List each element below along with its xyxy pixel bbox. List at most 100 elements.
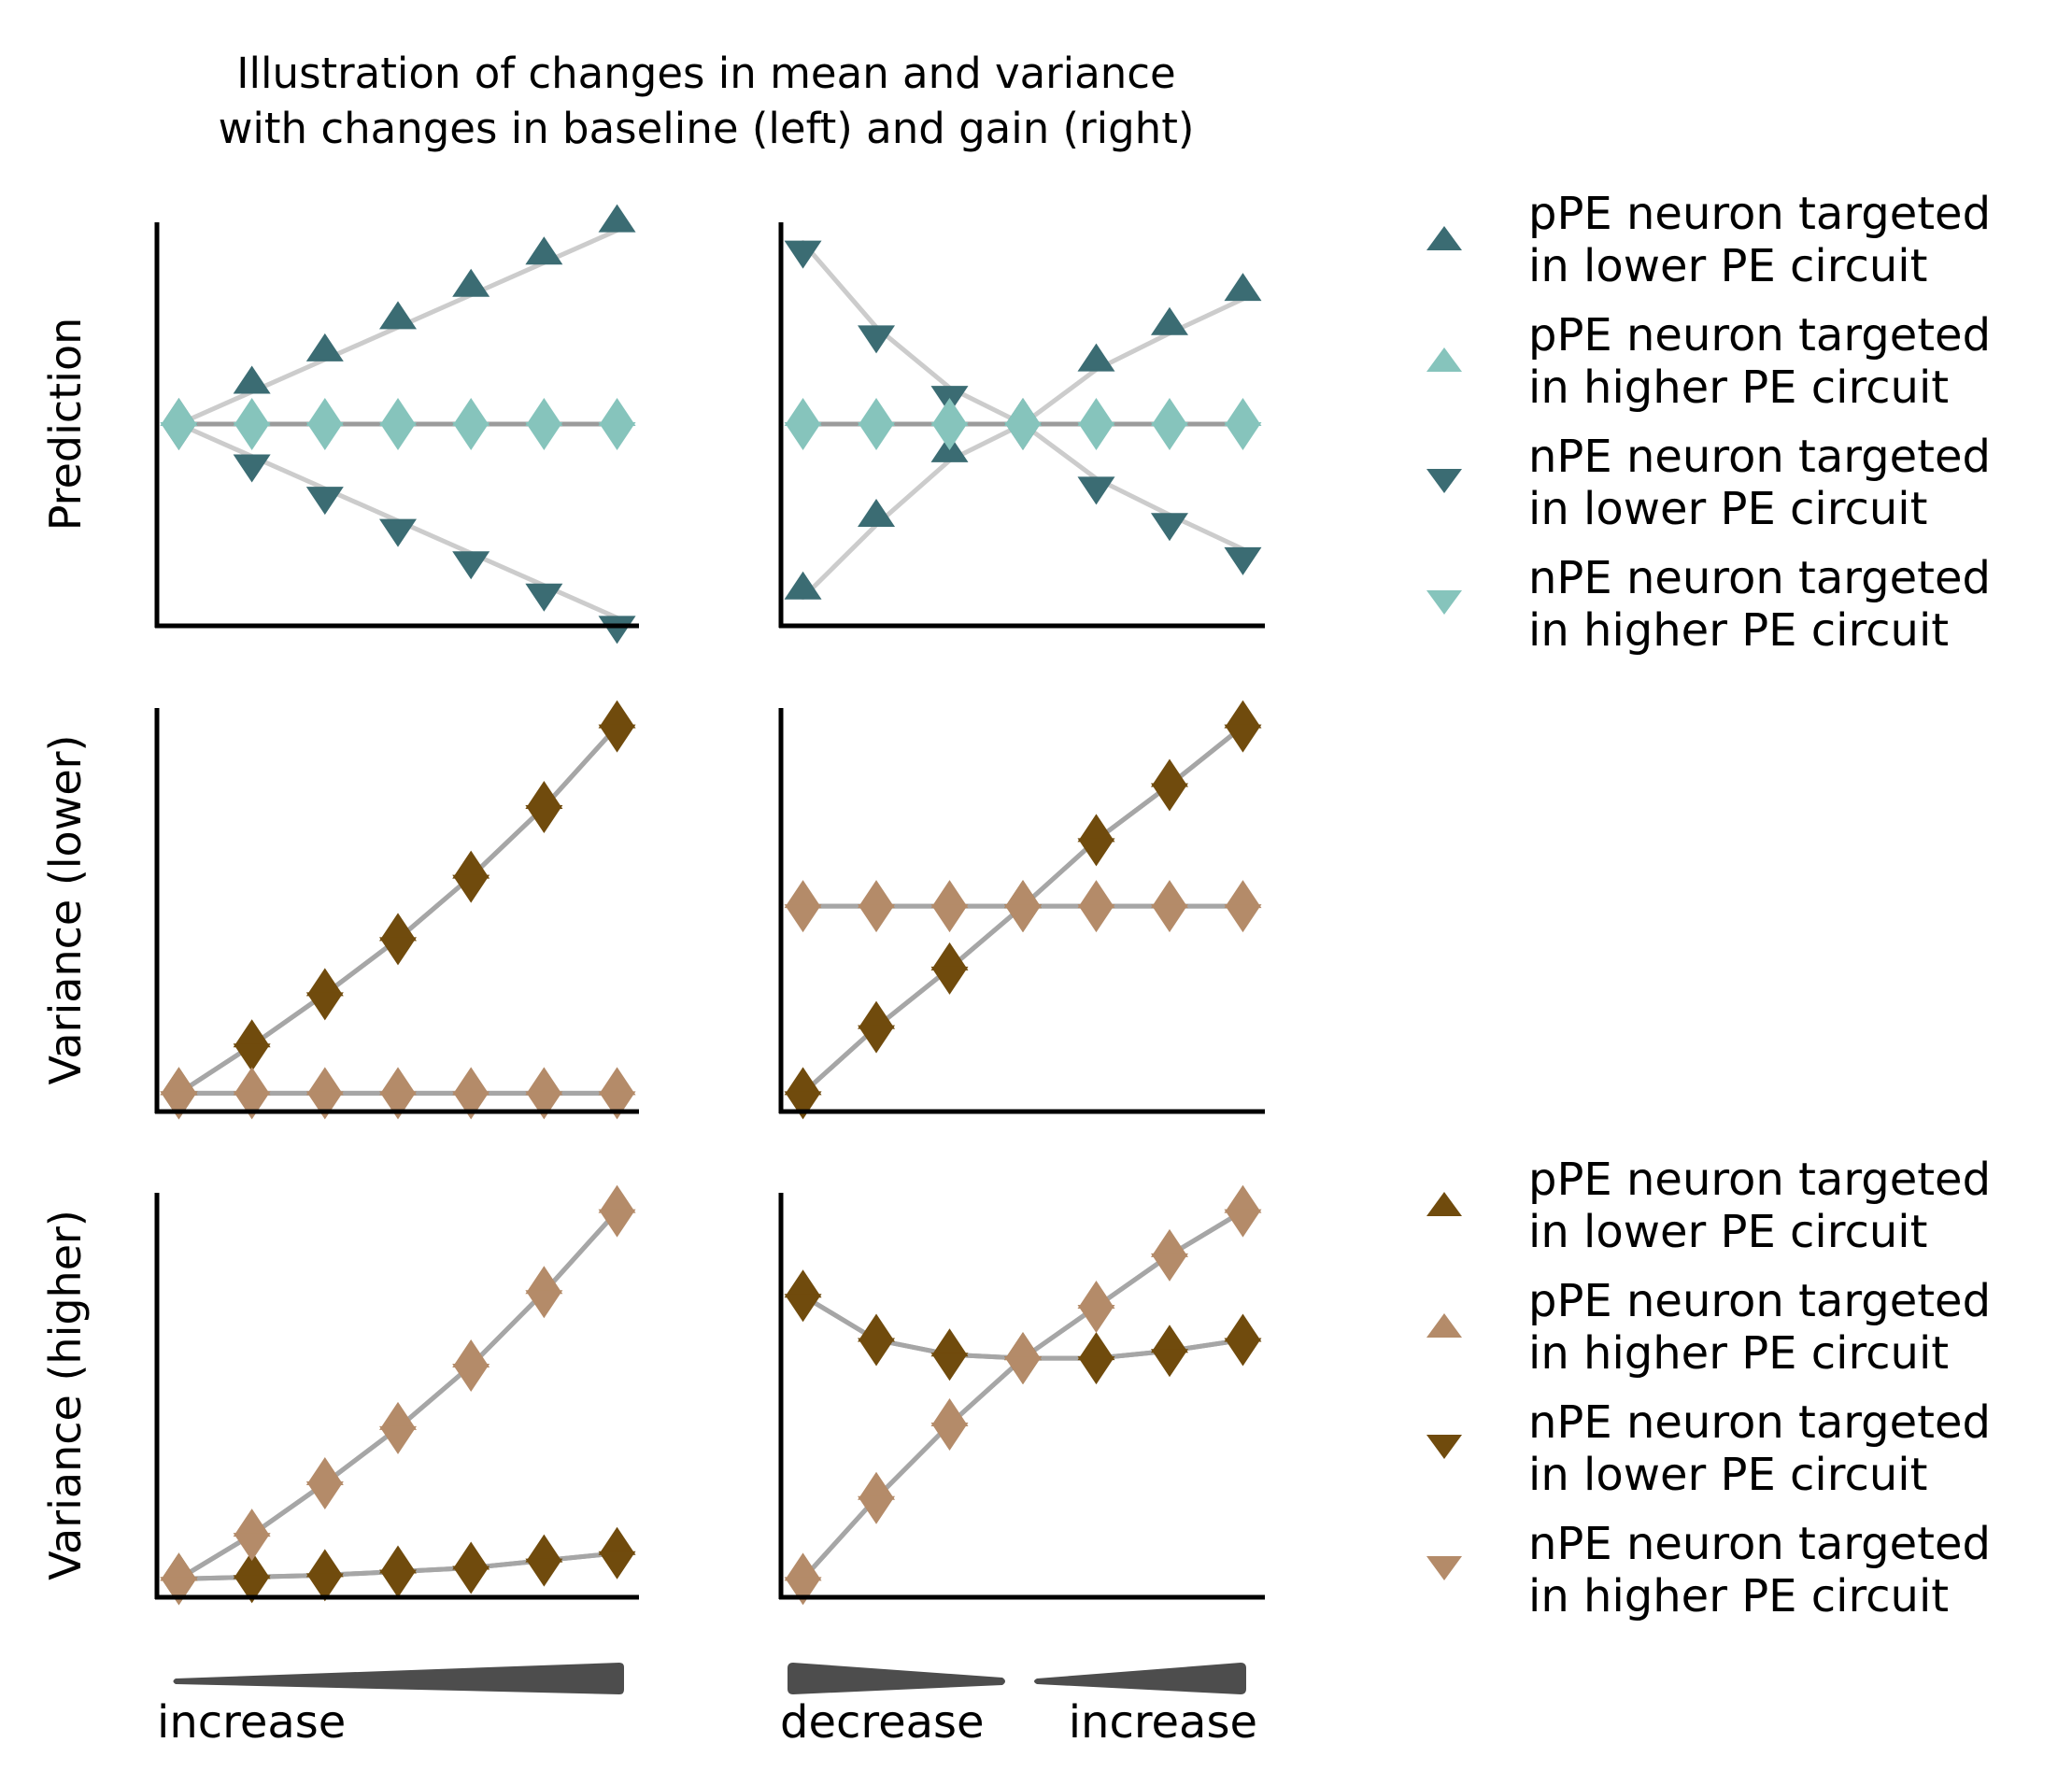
legend-marker [1426, 347, 1462, 372]
legend-marker [1426, 469, 1462, 493]
data-point-down [598, 616, 636, 645]
data-point-down [233, 1091, 271, 1120]
panel-row2-left: Variance (lower) [40, 700, 639, 1120]
legend-label-line2: in higher PE circuit [1528, 361, 1949, 414]
data-point-up [1004, 398, 1042, 426]
series-line [801, 240, 1245, 552]
data-point-up [305, 398, 344, 426]
data-point-down [930, 422, 969, 450]
data-point-down [305, 487, 344, 516]
data-point-down [305, 1573, 344, 1602]
data-point-up [452, 850, 490, 879]
legend-label-line2: in lower PE circuit [1528, 1449, 1927, 1501]
data-point-up [1150, 758, 1188, 787]
data-point-down [858, 1338, 896, 1367]
left-increase-wedge [173, 1663, 624, 1694]
data-point-up [379, 913, 417, 942]
data-point-up [784, 398, 822, 426]
data-point-down [598, 724, 636, 753]
data-point-down [452, 1565, 490, 1594]
data-point-down [525, 1558, 563, 1587]
data-point-down [930, 966, 969, 995]
data-point-down [930, 1353, 969, 1381]
data-point-down [525, 583, 563, 612]
data-point-down [858, 1025, 896, 1054]
legend-label-line1: pPE neuron targeted [1528, 1275, 1991, 1327]
data-point-up [1150, 880, 1188, 909]
data-point-up [305, 1067, 344, 1096]
panel-row3-right [778, 1184, 1265, 1606]
data-point-up [305, 333, 344, 361]
data-point-up [598, 700, 636, 729]
legend-label-line1: pPE neuron targeted [1528, 1154, 1991, 1206]
data-point-down [1077, 476, 1115, 505]
data-point-down [1224, 724, 1262, 753]
panels-group: Prediction Variance (lower) Variance (high… [40, 204, 1265, 1606]
right-decrease-wedge [788, 1663, 1005, 1694]
legend-label-line2: in higher PE circuit [1528, 1570, 1949, 1622]
data-point-up [930, 942, 969, 970]
legend-label-line1: nPE neuron targeted [1528, 1518, 1991, 1570]
legend-label-line1: pPE neuron targeted [1528, 188, 1991, 240]
legend-label-line1: nPE neuron targeted [1528, 1396, 1991, 1449]
data-point-down [233, 454, 271, 483]
data-point-up [858, 499, 896, 527]
right-increase-label: increase [1069, 1696, 1257, 1749]
data-point-down [1004, 1356, 1042, 1385]
data-point-down [305, 1480, 344, 1509]
data-point-down [1224, 546, 1262, 575]
panel-row1-right [778, 222, 1265, 629]
data-point-up [1077, 814, 1115, 843]
data-point-down [379, 1091, 417, 1120]
data-point-down [930, 904, 969, 933]
data-point-up [379, 1545, 417, 1574]
data-point-down [930, 1422, 969, 1451]
data-point-up [525, 236, 563, 265]
data-point-down [379, 518, 417, 547]
data-point-up [1150, 306, 1188, 335]
data-point-down [160, 422, 198, 450]
data-point-up [160, 1552, 198, 1581]
data-point-up [1224, 880, 1262, 909]
legend-marker [1426, 1192, 1462, 1216]
data-point-down [233, 1575, 271, 1604]
data-point-up [379, 398, 417, 426]
data-point-up [379, 301, 417, 330]
legend-label-line1: nPE neuron targeted [1528, 431, 1991, 483]
data-point-down [858, 904, 896, 933]
data-point-down [1150, 904, 1188, 933]
data-point-down [1004, 904, 1042, 933]
data-point-up [233, 365, 271, 394]
data-point-up [930, 1328, 969, 1357]
data-point-up [598, 1067, 636, 1096]
data-point-up [525, 781, 563, 810]
data-point-down [525, 805, 563, 834]
data-point-up [160, 1067, 198, 1096]
data-point-up [1224, 398, 1262, 426]
data-point-down [598, 422, 636, 450]
data-point-down [379, 1569, 417, 1598]
data-point-down [1004, 422, 1042, 450]
legend-label-line2: in higher PE circuit [1528, 1327, 1949, 1380]
legend-variance: pPE neuron targeted in lower PE circuit pP… [1426, 1154, 1991, 1622]
y-axis-label: Variance (lower) [40, 735, 91, 1085]
data-point-down [1150, 783, 1188, 812]
data-point-up [233, 398, 271, 426]
data-point-down [1150, 422, 1188, 450]
data-point-down [1150, 513, 1188, 542]
data-point-up [858, 880, 896, 909]
data-point-down [784, 1091, 822, 1120]
y-axis-label: Prediction [40, 318, 91, 531]
data-point-down [525, 422, 563, 450]
data-point-up [858, 398, 896, 426]
data-point-down [305, 992, 344, 1021]
data-point-up [233, 1019, 271, 1048]
data-point-down [1224, 1209, 1262, 1238]
data-point-up [525, 1266, 563, 1295]
data-point-down [784, 904, 822, 933]
data-point-up [452, 268, 490, 297]
data-point-up [784, 571, 822, 600]
data-point-down [525, 1290, 563, 1319]
